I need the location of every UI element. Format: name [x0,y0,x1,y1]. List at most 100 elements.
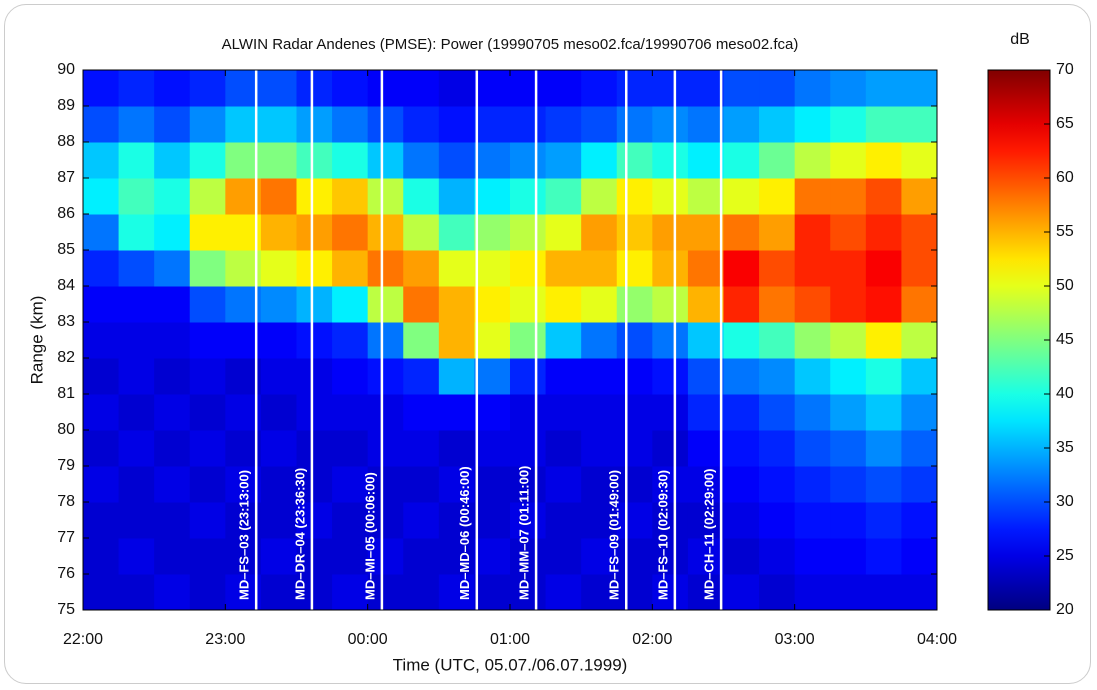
heatmap-cell [581,538,618,575]
heatmap-cell [367,106,404,143]
heatmap-cell [296,250,333,287]
heatmap-cell [510,430,547,467]
heatmap-cell [759,322,796,359]
heatmap-cell [794,70,831,107]
heatmap-cell [367,70,404,107]
heatmap-cell [616,394,653,431]
heatmap-cell [652,178,689,215]
heatmap-cell [474,322,511,359]
y-tick-label: 83 [57,313,75,330]
heatmap-cell [332,286,369,323]
heatmap-cell [403,142,440,179]
heatmap-cell [652,574,689,611]
marker-label: MD–MM–07 (01:11:00) [517,466,532,600]
heatmap-cell [687,394,724,431]
heatmap-cell [154,430,191,467]
heatmap-cell [154,106,191,143]
heatmap-cell [794,178,831,215]
heatmap-cell [403,322,440,359]
heatmap-cell [652,250,689,287]
heatmap-cell [510,394,547,431]
heatmap-cell [545,250,582,287]
heatmap-cell [510,214,547,251]
heatmap-cell [616,178,653,215]
colorbar-tick-label: 50 [1056,277,1074,294]
heatmap-cell [545,358,582,395]
heatmap-cell [687,286,724,323]
heatmap-cell [759,250,796,287]
heatmap-cell [794,394,831,431]
heatmap-cell [865,286,902,323]
heatmap-cell [830,322,867,359]
heatmap-cell [687,502,724,539]
heatmap-cell [830,214,867,251]
heatmap-cell [759,214,796,251]
heatmap-cell [759,538,796,575]
heatmap-cell [901,358,938,395]
heatmap-cell [901,394,938,431]
heatmap-cell [616,538,653,575]
heatmap-cell [474,430,511,467]
heatmap-cell [403,358,440,395]
heatmap-cell [545,502,582,539]
heatmap-cell [545,70,582,107]
heatmap-cell [901,430,938,467]
heatmap-cell [581,394,618,431]
heatmap-cell [189,70,226,107]
heatmap-cell [723,106,760,143]
heatmap-cell [830,574,867,611]
heatmap-cell [367,286,404,323]
heatmap-cell [830,250,867,287]
heatmap-cell [759,466,796,503]
heatmap-cell [510,502,547,539]
heatmap-cell [438,214,475,251]
heatmap-cell [367,466,404,503]
heatmap-cell [189,142,226,179]
heatmap-cell [296,106,333,143]
heatmap-cell [118,286,155,323]
marker-label: MD–MD–06 (00:46:00) [457,466,472,600]
heatmap-cell [616,430,653,467]
heatmap-cell [332,250,369,287]
heatmap-cell [865,322,902,359]
heatmap-cell [901,70,938,107]
heatmap-cell [296,574,333,611]
heatmap-cell [189,322,226,359]
heatmap-cell [367,358,404,395]
heatmap-cell [510,358,547,395]
heatmap-cell [118,538,155,575]
heatmap-cell [296,70,333,107]
marker-label: MD–FS–10 (02:09:30) [655,470,670,600]
x-axis-label: Time (UTC, 05.07./06.07.1999) [393,655,628,674]
heatmap-cell [438,142,475,179]
heatmap-cell [687,538,724,575]
heatmap-cell [865,358,902,395]
heatmap-cell [545,430,582,467]
heatmap-cell [403,70,440,107]
heatmap-cell [759,142,796,179]
heatmap-cell [403,250,440,287]
heatmap-cell [616,250,653,287]
heatmap-cell [118,574,155,611]
heatmap-cell [865,214,902,251]
heatmap-cell [865,466,902,503]
y-tick-label: 87 [57,169,75,186]
heatmap-cell [154,142,191,179]
heatmap-cell [581,430,618,467]
heatmap-cell [794,250,831,287]
heatmap-cell [616,322,653,359]
x-tick-label: 02:00 [632,631,672,648]
heatmap-cell [438,502,475,539]
marker-label: MD–CH–11 (02:29:00) [702,468,717,600]
heatmap-cell [118,214,155,251]
colorbar-label: dB [1010,31,1030,48]
heatmap-cell [154,250,191,287]
heatmap-cell [830,286,867,323]
y-tick-label: 82 [57,349,75,366]
heatmap-cell [260,142,297,179]
heatmap-cell [332,502,369,539]
heatmap-cell [189,538,226,575]
marker-label: MD–DR–04 (23:36:30) [292,468,307,600]
heatmap-cell [332,322,369,359]
